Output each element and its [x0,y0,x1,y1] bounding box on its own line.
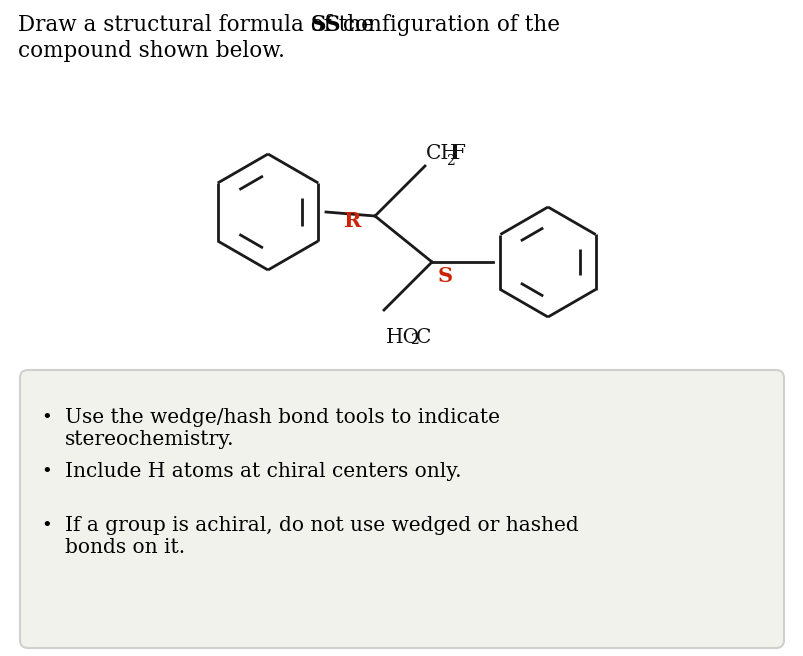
Text: 2: 2 [410,333,418,347]
Text: SS: SS [311,14,341,36]
Text: 2: 2 [446,154,454,168]
Text: S: S [438,266,453,286]
Text: C: C [415,328,431,347]
FancyBboxPatch shape [20,370,783,648]
Text: Use the wedge/hash bond tools to indicate: Use the wedge/hash bond tools to indicat… [65,408,499,427]
Text: stereochemistry.: stereochemistry. [65,430,234,449]
Text: F: F [451,144,466,163]
Text: R: R [343,211,361,231]
Text: •: • [42,463,52,481]
Text: Draw a structural formula of the: Draw a structural formula of the [18,14,381,36]
Text: •: • [42,517,52,535]
Text: bonds on it.: bonds on it. [65,538,185,557]
Text: CH: CH [426,144,459,163]
Text: Include H atoms at chiral centers only.: Include H atoms at chiral centers only. [65,462,461,481]
Text: •: • [42,409,52,427]
Text: compound shown below.: compound shown below. [18,40,284,62]
Text: configuration of the: configuration of the [336,14,560,36]
Text: If a group is achiral, do not use wedged or hashed: If a group is achiral, do not use wedged… [65,516,578,535]
Text: HO: HO [385,328,420,347]
